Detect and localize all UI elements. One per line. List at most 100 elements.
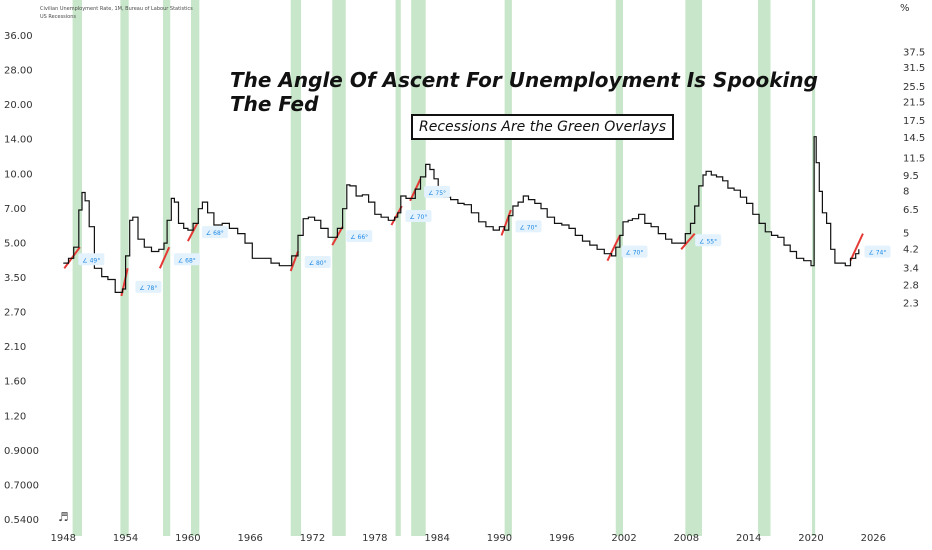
angle-label-box-2 xyxy=(173,253,200,266)
angle-marker-9 xyxy=(606,234,621,262)
left-tick-label-14: 0.5400 xyxy=(4,515,39,526)
right-tick-label-10: 5 xyxy=(903,229,909,240)
x-tick-label-9: 2002 xyxy=(611,533,636,544)
right-tick-label-14: 2.3 xyxy=(903,298,919,309)
angle-label-box-8 xyxy=(515,220,542,233)
left-tick-label-4: 10.00 xyxy=(4,169,33,180)
right-tick-label-6: 11.5 xyxy=(903,154,925,165)
angle-label-box-10 xyxy=(695,234,722,247)
angle-label-5: ∠ 66° xyxy=(350,234,368,241)
angle-label-box-7 xyxy=(424,185,451,198)
x-tick-label-12: 2020 xyxy=(798,533,823,544)
recession-band-1 xyxy=(120,0,129,536)
angle-marker-6 xyxy=(390,205,403,226)
x-tick-label-6: 1984 xyxy=(424,533,449,544)
angle-marker-2 xyxy=(158,246,171,269)
x-tick-label-10: 2008 xyxy=(674,533,699,544)
right-tick-label-0: 37.5 xyxy=(903,47,925,58)
x-tick-label-13: 2026 xyxy=(861,533,886,544)
left-tick-label-13: 0.7000 xyxy=(4,480,39,491)
left-tick-label-11: 1.20 xyxy=(4,411,26,422)
angle-marker-4 xyxy=(289,251,299,272)
angle-label-11: ∠ 74° xyxy=(868,250,886,257)
angle-label-box-4 xyxy=(304,255,331,268)
right-tick-label-9: 6.5 xyxy=(903,205,919,216)
right-axis-unit: % xyxy=(900,3,910,14)
angle-label-1: ∠ 78° xyxy=(139,285,157,292)
angle-label-9: ∠ 70° xyxy=(625,250,643,257)
angle-label-6: ∠ 70° xyxy=(409,214,427,221)
unemployment-series-line xyxy=(63,136,860,293)
angle-label-box-9 xyxy=(621,245,648,258)
left-tick-label-6: 5.00 xyxy=(4,238,26,249)
recession-band-8 xyxy=(504,0,512,536)
x-tick-label-2: 1960 xyxy=(175,533,200,544)
right-tick-label-11: 4.2 xyxy=(903,244,919,255)
series-layer xyxy=(63,136,860,293)
chart-title: The Angle Of Ascent For Unemployment Is … xyxy=(230,68,818,116)
x-tick-label-3: 1966 xyxy=(237,533,262,544)
angle-label-2: ∠ 68° xyxy=(178,257,196,264)
angle-label-box-0 xyxy=(78,253,105,266)
left-tick-label-3: 14.00 xyxy=(4,135,33,146)
left-tick-label-10: 1.60 xyxy=(4,377,26,388)
right-tick-label-7: 9.5 xyxy=(903,171,919,182)
angle-label-4: ∠ 80° xyxy=(309,260,327,267)
angle-label-0: ∠ 49° xyxy=(82,257,100,264)
x-tick-label-1: 1954 xyxy=(113,533,138,544)
right-tick-label-2: 25.5 xyxy=(903,82,925,93)
recession-band-5 xyxy=(332,0,346,536)
legend-entry-recessions: US Recessions xyxy=(40,14,77,20)
angle-label-box-11 xyxy=(864,245,891,258)
angle-marker-11 xyxy=(849,233,864,262)
right-tick-label-13: 2.8 xyxy=(903,281,919,292)
x-tick-label-4: 1972 xyxy=(300,533,325,544)
left-tick-label-8: 2.70 xyxy=(4,308,26,319)
recession-band-11 xyxy=(758,0,771,536)
angle-label-10: ∠ 55° xyxy=(699,238,717,245)
angle-label-3: ∠ 68° xyxy=(206,230,224,237)
angle-label-8: ∠ 70° xyxy=(520,224,538,231)
left-tick-label-1: 28.00 xyxy=(4,66,33,77)
right-tick-label-12: 3.4 xyxy=(903,263,919,274)
x-axis: 1948 1954 1960 1966 1972 1978 1984 1990 1996 2002… xyxy=(51,533,886,544)
right-tick-label-1: 31.5 xyxy=(903,63,925,74)
angle-label-7: ∠ 75° xyxy=(428,190,446,197)
angle-marker-3 xyxy=(187,222,199,242)
angle-markers xyxy=(63,178,864,297)
right-axis: % 37.5 31.5 25.5 21.5 17.5 14.5 11.5 9.5 8 6.5 5 4.2… xyxy=(900,3,925,309)
left-tick-label-2: 20.00 xyxy=(4,100,33,111)
angle-marker-10 xyxy=(680,232,696,250)
x-tick-label-5: 1978 xyxy=(362,533,387,544)
recession-band-6 xyxy=(395,0,401,536)
angle-labels: ∠ 49° ∠ 78° ∠ 68° ∠ 68° ∠ 80° ∠ 66° ∠ 70° ∠ 75°… xyxy=(78,185,891,293)
recession-band-4 xyxy=(290,0,302,536)
x-tick-label-8: 1996 xyxy=(549,533,574,544)
right-tick-label-3: 21.5 xyxy=(903,97,925,108)
left-tick-label-9: 2.10 xyxy=(4,342,26,353)
left-axis: 36.00 28.00 20.00 14.00 10.00 7.00 5.00 3.50 2.7… xyxy=(4,31,39,526)
left-tick-label-12: 0.9000 xyxy=(4,446,39,457)
angle-marker-8 xyxy=(500,209,512,236)
chart-subtitle: Recessions Are the Green Overlays xyxy=(411,114,675,140)
angle-label-box-1 xyxy=(135,280,162,293)
right-tick-label-8: 8 xyxy=(903,186,909,197)
recession-band-9 xyxy=(615,0,624,536)
left-tick-label-0: 36.00 xyxy=(4,31,33,42)
recession-band-12 xyxy=(812,0,816,536)
recession-band-2 xyxy=(162,0,171,536)
chart-legend: Civilian Unemployment Rate, 1M, Bureau o… xyxy=(40,5,193,21)
x-tick-label-0: 1948 xyxy=(51,533,76,544)
recession-band-0 xyxy=(72,0,82,536)
recession-band-10 xyxy=(685,0,702,536)
angle-label-box-3 xyxy=(201,226,228,239)
left-tick-label-7: 3.50 xyxy=(4,273,26,284)
left-tick-label-5: 7.00 xyxy=(4,204,26,215)
right-tick-label-4: 17.5 xyxy=(903,116,925,127)
angle-label-box-6 xyxy=(405,210,432,223)
x-tick-label-11: 2014 xyxy=(736,533,761,544)
right-tick-label-5: 14.5 xyxy=(903,133,925,144)
recession-band-3 xyxy=(191,0,200,536)
legend-entry-unemployment: Civilian Unemployment Rate, 1M, Bureau o… xyxy=(40,6,193,12)
angle-label-box-5 xyxy=(346,230,373,243)
